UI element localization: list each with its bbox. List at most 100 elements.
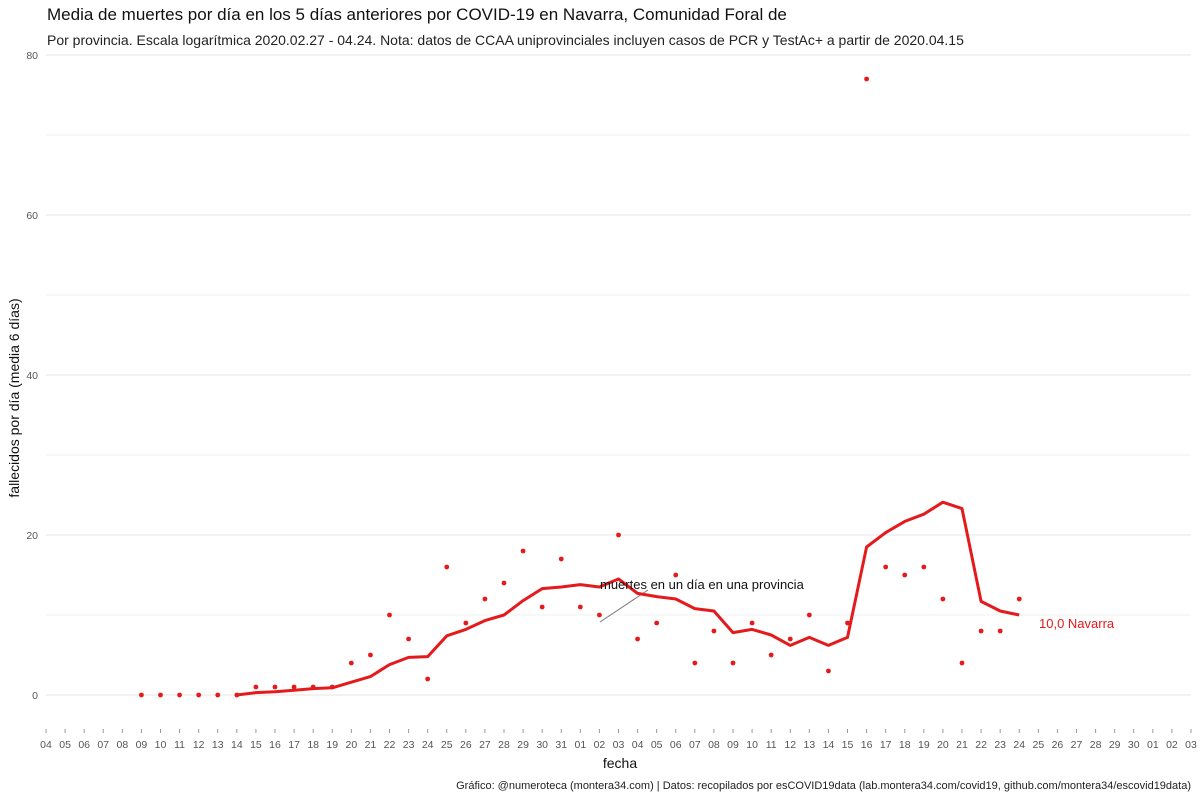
x-tick-label: 03 <box>613 739 625 751</box>
x-tick-label: 12 <box>193 739 205 751</box>
annotation-leader-line <box>599 589 649 623</box>
daily-death-point <box>806 612 812 618</box>
x-tick-label: 10 <box>155 739 167 751</box>
daily-death-point <box>387 612 392 618</box>
x-tick-label: 20 <box>345 739 357 751</box>
daily-death-point <box>959 660 965 666</box>
x-tick-label: 16 <box>861 739 873 751</box>
x-tick-label: 24 <box>1013 739 1025 751</box>
x-tick-label: 02 <box>594 739 606 751</box>
daily-death-point <box>597 612 602 618</box>
x-tick-label: 01 <box>1147 739 1159 751</box>
daily-death-point <box>158 692 163 698</box>
daily-death-point <box>730 660 736 666</box>
x-tick-label: 30 <box>536 739 548 751</box>
x-tick-label: 21 <box>365 739 377 751</box>
x-tick-label: 11 <box>766 739 777 751</box>
daily-death-point <box>253 684 259 690</box>
x-tick-label: 06 <box>670 739 682 751</box>
x-tick-label: 28 <box>1090 739 1102 751</box>
x-tick-label: 04 <box>40 739 52 751</box>
daily-death-point <box>845 620 850 626</box>
x-tick-label: 28 <box>498 739 510 751</box>
daily-death-point <box>272 684 278 690</box>
x-tick-label: 08 <box>708 739 720 751</box>
daily-death-point <box>558 556 564 562</box>
x-tick-label: 14 <box>231 739 243 751</box>
daily-death-point <box>444 564 450 570</box>
x-tick-label: 20 <box>937 739 949 751</box>
daily-death-point <box>196 692 202 698</box>
moving-average-line <box>236 500 1020 697</box>
x-tick-label: 29 <box>1109 739 1121 751</box>
x-tick-label: 16 <box>269 739 281 751</box>
daily-death-point <box>864 76 869 82</box>
x-tick-label: 04 <box>632 739 644 751</box>
daily-deaths-points <box>139 76 1022 698</box>
x-tick-label: 30 <box>1128 739 1140 751</box>
daily-death-point <box>902 572 908 578</box>
x-axis-title: fecha <box>603 755 637 771</box>
chart-caption: Gráfico: @numeroteca (montera34.com) | D… <box>456 780 1191 792</box>
daily-death-point <box>520 548 526 554</box>
daily-death-point <box>692 660 698 666</box>
x-tick-label: 25 <box>441 739 453 751</box>
x-tick-label: 23 <box>403 739 415 751</box>
y-tick-label: 60 <box>26 210 38 222</box>
points-annotation: muertes en un día en una provincia <box>600 577 805 592</box>
x-tick-label: 08 <box>116 739 128 751</box>
x-tick-label: 27 <box>479 739 491 751</box>
x-tick-label: 09 <box>136 739 148 751</box>
daily-death-point <box>1016 596 1022 602</box>
x-tick-label: 27 <box>1071 739 1083 751</box>
daily-death-point <box>482 596 488 602</box>
x-tick-label: 21 <box>956 739 968 751</box>
x-tick-label: 12 <box>784 739 796 751</box>
x-tick-label: 29 <box>517 739 529 751</box>
x-tick-label: 22 <box>384 739 396 751</box>
daily-death-point <box>978 628 984 634</box>
y-tick-label: 20 <box>26 530 38 542</box>
y-tick-label: 0 <box>32 690 38 702</box>
x-tick-label: 17 <box>880 739 892 751</box>
daily-death-point <box>940 596 946 602</box>
daily-death-point <box>291 684 297 690</box>
x-tick-label: 11 <box>174 739 185 751</box>
x-tick-label: 23 <box>994 739 1006 751</box>
x-tick-label: 06 <box>78 739 90 751</box>
daily-death-point <box>635 636 640 642</box>
x-tick-label: 17 <box>288 739 300 751</box>
x-tick-label: 25 <box>1032 739 1044 751</box>
x-tick-label: 13 <box>212 739 224 751</box>
x-tick-label: 09 <box>727 739 739 751</box>
daily-death-point <box>501 580 507 586</box>
daily-death-point <box>406 636 411 642</box>
daily-death-point <box>921 564 927 570</box>
daily-death-point <box>368 652 373 658</box>
x-tick-label: 01 <box>574 739 586 751</box>
daily-death-point <box>673 572 679 578</box>
daily-death-point <box>826 668 831 674</box>
x-tick-label: 19 <box>918 739 930 751</box>
daily-death-point <box>215 692 221 698</box>
x-tick-label: 26 <box>460 739 472 751</box>
y-tick-label: 80 <box>26 50 38 62</box>
y-tick-label: 40 <box>26 370 38 382</box>
x-tick-label: 02 <box>1166 739 1178 751</box>
daily-death-point <box>654 620 660 626</box>
daily-death-point <box>787 636 793 642</box>
daily-death-point <box>883 564 889 570</box>
x-tick-label: 26 <box>1052 739 1064 751</box>
daily-death-point <box>539 604 545 610</box>
x-tick-label: 07 <box>97 739 109 751</box>
x-tick-label: 05 <box>59 739 71 751</box>
x-tick-label: 18 <box>307 739 319 751</box>
y-axis-ticks: 0 20 40 60 80 <box>26 50 38 702</box>
x-tick-label: 03 <box>1185 739 1197 751</box>
x-tick-label: 31 <box>555 739 567 751</box>
x-tick-label: 07 <box>689 739 701 751</box>
x-tick-label: 22 <box>975 739 987 751</box>
x-tick-label: 15 <box>250 739 262 751</box>
x-tick-label: 19 <box>326 739 338 751</box>
